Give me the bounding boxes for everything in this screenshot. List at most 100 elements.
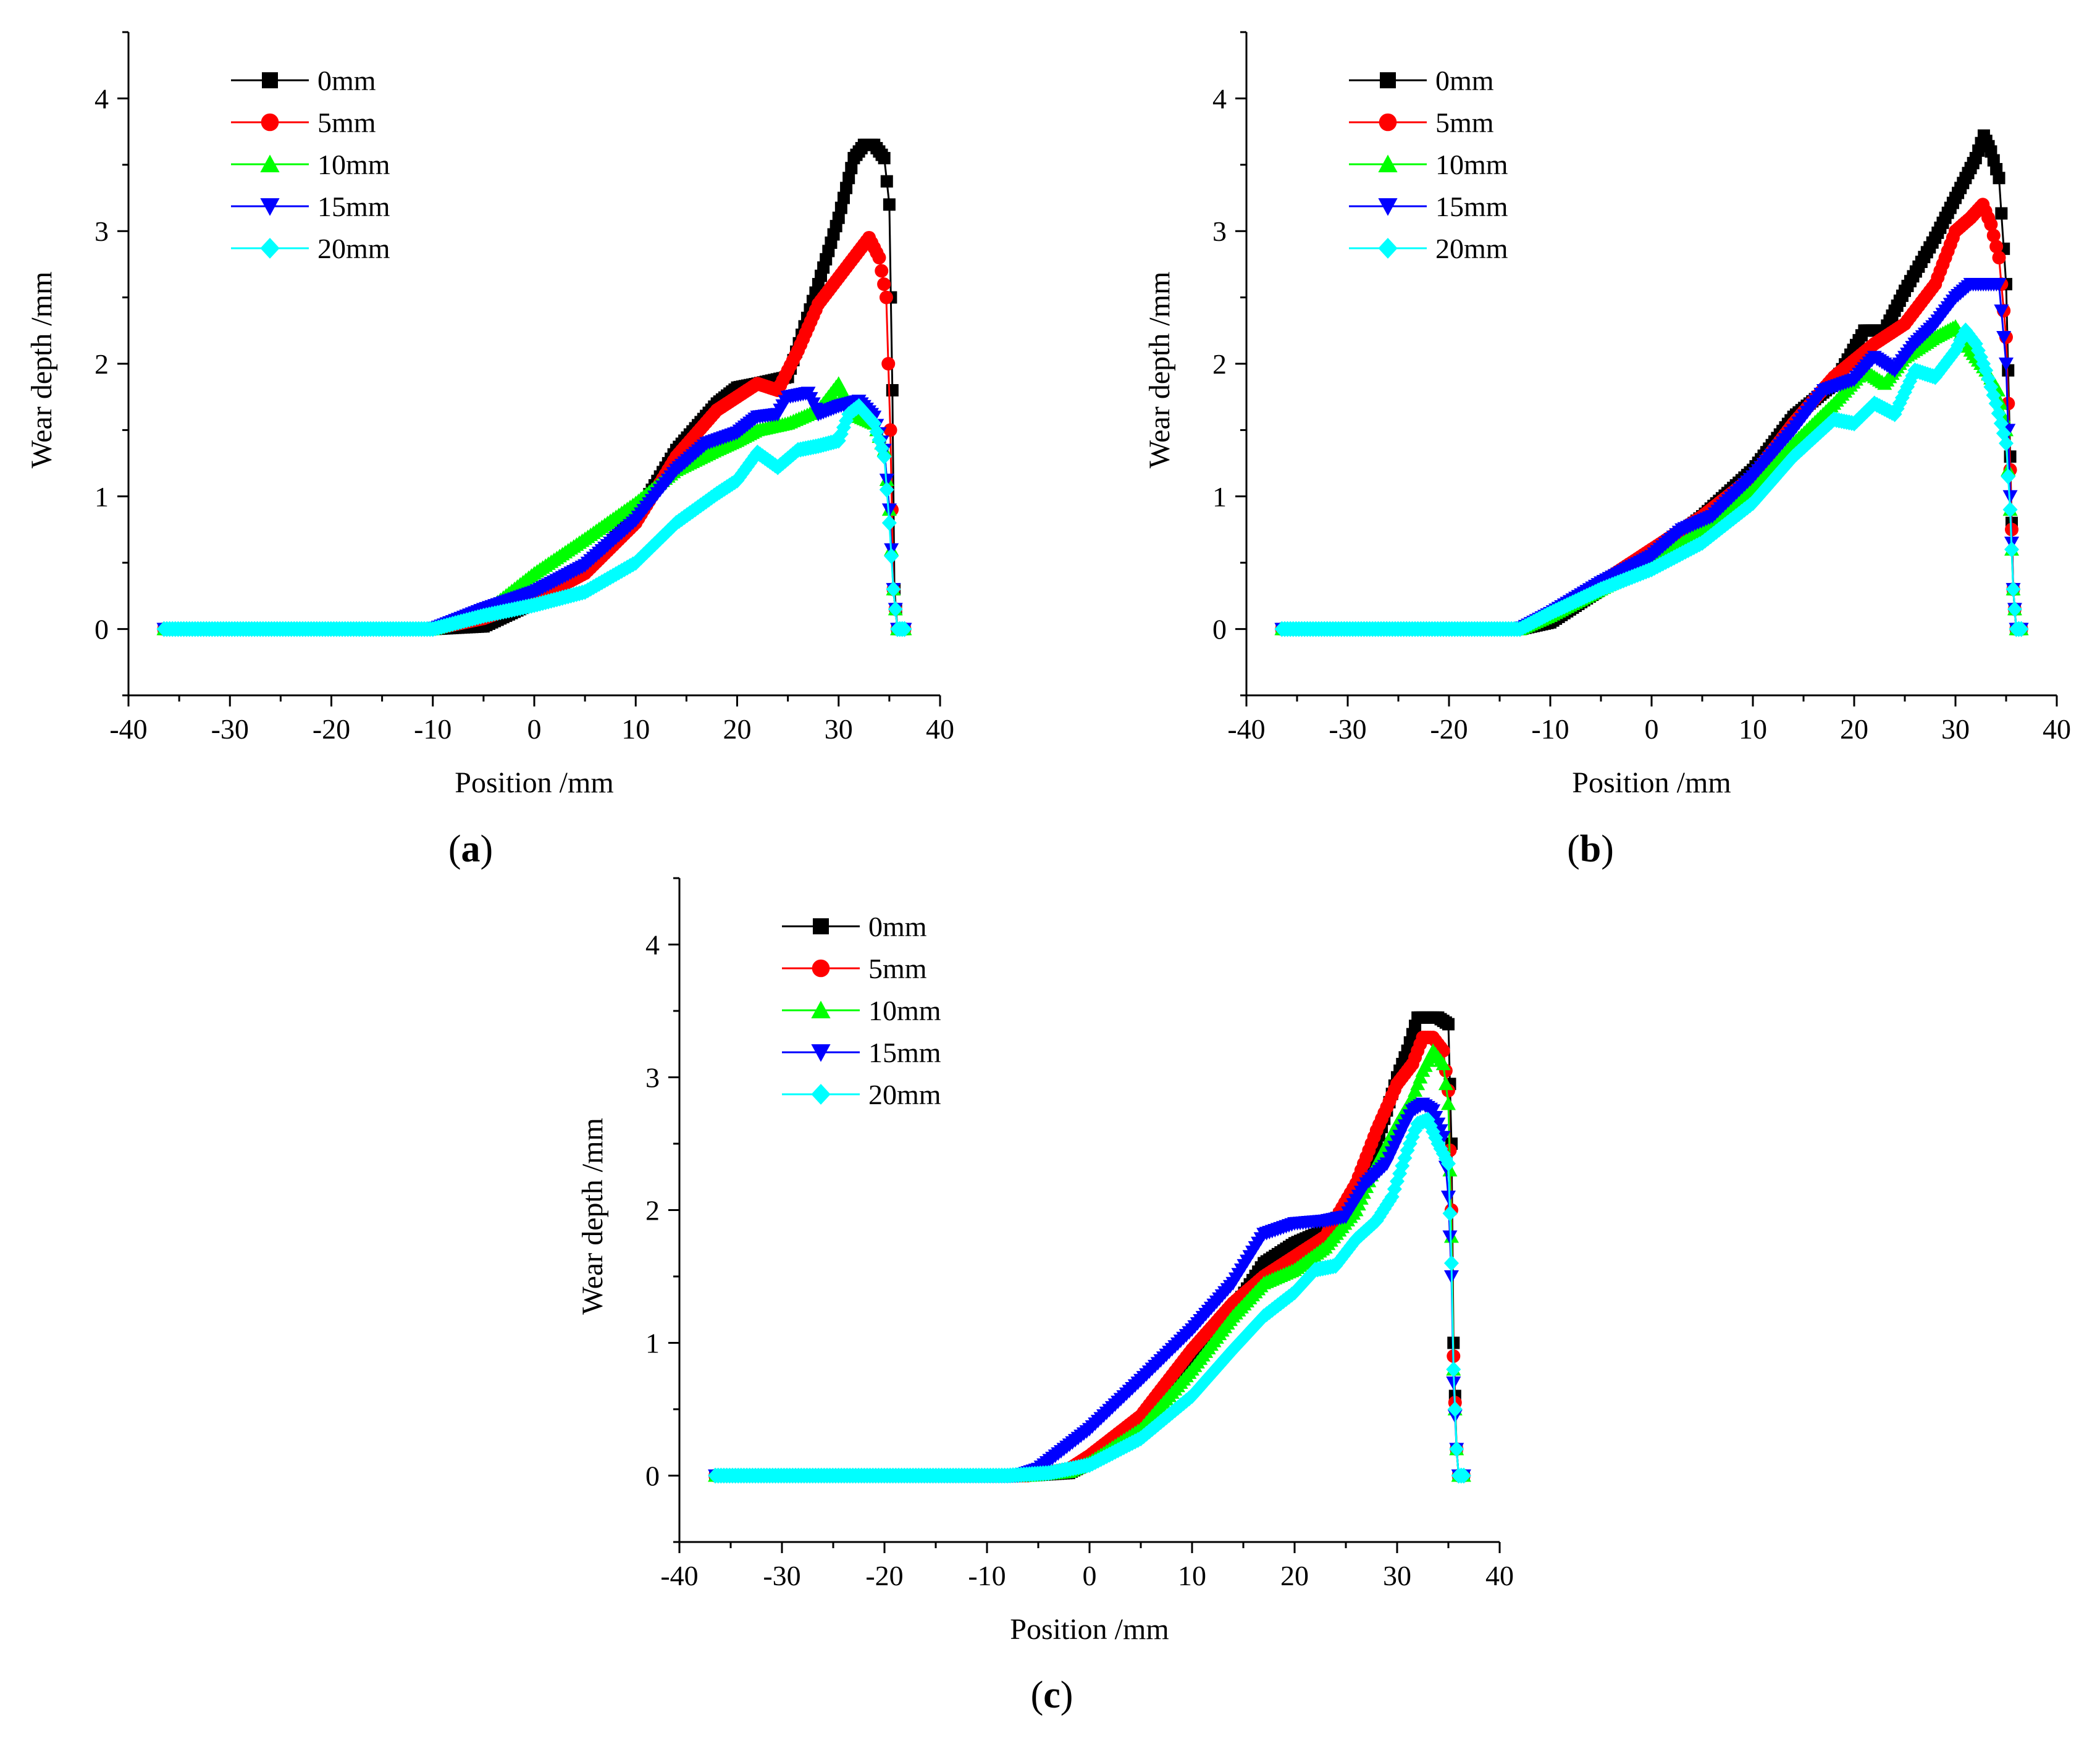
data-point — [1438, 1076, 1453, 1091]
y-tick-label: 3 — [645, 1062, 660, 1094]
series-15mm — [708, 1097, 1471, 1483]
y-tick-label: 2 — [645, 1195, 660, 1226]
x-tick-label: 20 — [1840, 713, 1868, 745]
legend: 0mm 5mm 10mm 15mm 20mm — [1349, 65, 1508, 264]
data-point — [1441, 1096, 1456, 1110]
data-point — [1999, 358, 2014, 371]
y-tick-label: 4 — [645, 929, 660, 961]
legend-label: 0mm — [1435, 65, 1494, 96]
data-point — [888, 601, 903, 618]
y-tick-label: 4 — [94, 83, 109, 114]
series-20mm — [708, 1112, 1471, 1484]
y-axis-title: Wear depth /mm — [576, 1118, 609, 1315]
y-tick-label: 2 — [94, 348, 109, 380]
legend-marker — [811, 1000, 831, 1018]
data-point — [881, 357, 896, 371]
panel-label: (c) — [1031, 1674, 1073, 1716]
legend-marker — [262, 72, 278, 88]
y-tick-label: 4 — [1212, 83, 1227, 114]
data-point — [884, 548, 899, 564]
data-point — [878, 152, 891, 165]
data-point — [1984, 217, 1998, 232]
data-point — [1446, 1361, 1461, 1378]
legend-marker — [811, 1044, 831, 1062]
series-line — [164, 144, 905, 631]
y-tick-label: 1 — [94, 481, 109, 513]
data-point — [2014, 621, 2029, 637]
legend-marker — [1379, 113, 1397, 132]
legend-label: 5mm — [317, 107, 376, 138]
data-point — [1442, 1205, 1458, 1221]
data-point — [1449, 1441, 1464, 1457]
legend-label: 15mm — [868, 1037, 941, 1068]
data-point — [1447, 1401, 1463, 1417]
data-point — [876, 448, 892, 465]
legend-label: 10mm — [868, 995, 941, 1026]
legend: 0mm 5mm 10mm 15mm 20mm — [231, 65, 390, 264]
data-point — [883, 198, 896, 211]
x-tick-label: 10 — [1178, 1560, 1206, 1591]
legend-label: 10mm — [1435, 149, 1508, 180]
panel-c: -40 -30 -20 -10 0 10 20 30 40 0 1 2 3 4 Position /mm We… — [576, 877, 1514, 1716]
y-tick-label: 2 — [1212, 348, 1227, 380]
data-point — [1989, 240, 2004, 254]
x-tick-label: 30 — [1383, 1560, 1411, 1591]
legend-label: 10mm — [317, 149, 390, 180]
legend-marker — [1378, 238, 1398, 259]
x-axis-title: Position /mm — [455, 766, 613, 799]
y-tick-label: 1 — [1212, 481, 1227, 513]
legend-marker — [261, 113, 279, 132]
legend-marker — [1378, 198, 1398, 216]
legend-label: 5mm — [868, 953, 927, 984]
data-point — [2002, 501, 2018, 518]
series-line — [715, 1049, 1464, 1477]
data-point — [2006, 581, 2021, 598]
data-point — [1992, 251, 2006, 265]
data-point — [1999, 435, 2014, 451]
x-tick-label: -10 — [414, 713, 452, 745]
legend-marker — [813, 918, 829, 934]
legend-marker — [260, 238, 280, 259]
data-point — [834, 201, 847, 214]
x-tick-label: 10 — [621, 713, 650, 745]
data-point — [842, 172, 855, 185]
y-axis-title: Wear depth /mm — [1143, 272, 1176, 469]
data-point — [877, 277, 891, 291]
data-point — [2001, 468, 2016, 485]
y-tick-label: 3 — [1212, 216, 1227, 247]
panel-a: -40 -30 -20 -10 0 10 20 30 40 0 1 2 3 4 Position /mm We… — [25, 31, 954, 870]
panel-b: -40 -30 -20 -10 0 10 20 30 40 0 1 2 3 4 Position /mm We… — [1143, 31, 2071, 870]
data-point — [845, 162, 858, 175]
data-point — [1443, 1255, 1459, 1272]
x-tick-label: 10 — [1739, 713, 1767, 745]
y-tick-label: 0 — [94, 614, 109, 645]
data-point — [1435, 1057, 1451, 1070]
series-20mm — [156, 398, 912, 637]
legend-marker — [812, 959, 830, 978]
x-tick-label: 20 — [723, 713, 752, 745]
x-tick-label: 0 — [1645, 713, 1659, 745]
data-point — [880, 175, 893, 188]
legend-marker — [260, 154, 280, 172]
legend-label: 15mm — [1435, 191, 1508, 222]
data-point — [879, 290, 893, 304]
y-axis-title: Wear depth /mm — [25, 272, 58, 469]
data-point — [2007, 601, 2022, 618]
x-tick-label: -30 — [763, 1560, 800, 1591]
data-point — [2004, 541, 2020, 558]
x-tick-label: -20 — [313, 713, 350, 745]
x-axis-title: Position /mm — [1010, 1613, 1169, 1646]
series-10mm — [708, 1043, 1471, 1482]
panel-label: (a) — [448, 828, 493, 870]
series-line — [715, 1036, 1464, 1477]
series-15mm — [1274, 278, 2029, 637]
x-tick-label: 0 — [1083, 1560, 1097, 1591]
data-point — [881, 503, 897, 518]
data-point — [1991, 278, 2007, 292]
data-point — [1441, 1155, 1456, 1172]
legend-label: 5mm — [1435, 107, 1494, 138]
data-point — [881, 514, 897, 531]
data-point — [1986, 228, 2001, 243]
data-point — [837, 191, 850, 204]
